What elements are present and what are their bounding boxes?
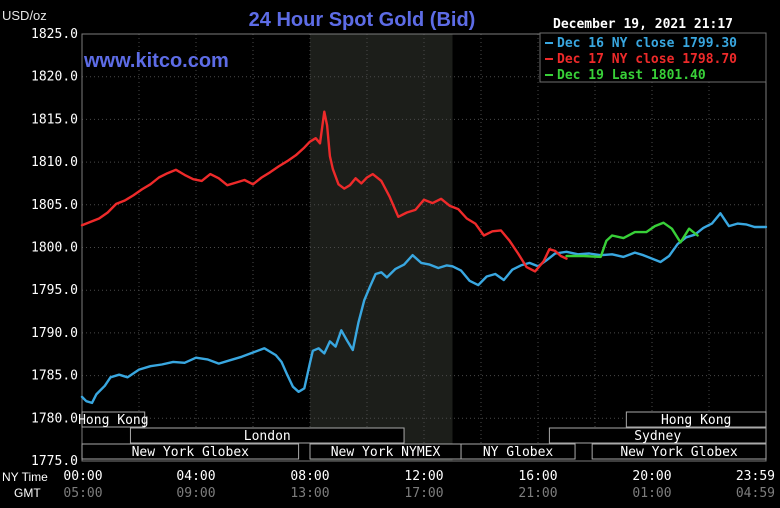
market-session-box xyxy=(129,427,405,444)
y-tick-label: 1815.0 xyxy=(31,112,78,127)
y-axis-label: USD/oz xyxy=(2,8,47,23)
market-session: Sydney xyxy=(548,427,767,444)
x-tick-label-ny: 16:00 xyxy=(518,469,557,484)
y-tick-label: 1795.0 xyxy=(31,283,78,298)
x-row-label-ny: NY Time xyxy=(2,470,48,484)
x-tick-label-gmt: 01:00 xyxy=(632,486,671,501)
market-session-box xyxy=(591,443,767,460)
market-session-label: New York Globex xyxy=(132,445,250,460)
y-tick-label: 1790.0 xyxy=(31,326,78,341)
x-tick-label-ny: 23:59 xyxy=(736,469,775,484)
chart-title: 24 Hour Spot Gold (Bid) xyxy=(249,9,476,31)
market-session: New York NYMEX xyxy=(309,443,462,460)
series-line xyxy=(565,221,699,259)
legend-box xyxy=(539,32,767,83)
y-tick-label: 1775.0 xyxy=(31,454,78,469)
market-session: Hong Kong xyxy=(625,411,767,428)
x-row-label-gmt: GMT xyxy=(14,486,41,500)
market-session-label: London xyxy=(244,429,291,444)
market-session-box xyxy=(81,411,146,428)
legend-entry: Dec 19 Last 1801.40 xyxy=(557,68,706,83)
legend-entry: Dec 16 NY close 1799.30 xyxy=(557,36,737,51)
market-session-box xyxy=(460,443,576,460)
x-tick-labels: 00:00 04:00 08:00 12:00 16:00 20:00 23:59 05:00… xyxy=(63,469,775,501)
x-tick-label-gmt: 09:00 xyxy=(176,486,215,501)
market-session: Hong Kong xyxy=(78,411,149,428)
timestamp: December 19, 2021 21:17 xyxy=(553,17,733,32)
market-session: New York Globex xyxy=(81,443,300,460)
market-session: NY Globex xyxy=(460,443,576,460)
series-line xyxy=(80,212,768,405)
y-tick-labels: 1825.0 1820.0 1815.0 1810.0 1805.0 1800.0 1795… xyxy=(31,27,78,469)
market-session-box xyxy=(625,411,767,428)
y-tick-label: 1820.0 xyxy=(31,70,78,85)
market-session-label: New York NYMEX xyxy=(331,445,441,460)
x-tick-label-ny: 04:00 xyxy=(176,469,215,484)
watermark: www.kitco.com xyxy=(83,50,229,72)
x-tick-label-gmt: 04:59 xyxy=(736,486,775,501)
market-session-label: Hong Kong xyxy=(661,413,731,428)
market-session: New York Globex xyxy=(591,443,767,460)
y-tick-label: 1805.0 xyxy=(31,198,78,213)
legend-entry: Dec 17 NY close 1798.70 xyxy=(557,52,737,67)
y-tick-label: 1785.0 xyxy=(31,369,78,384)
plot-frame xyxy=(81,33,767,462)
x-tick-label-gmt: 05:00 xyxy=(63,486,102,501)
market-session-label: Sydney xyxy=(634,429,681,444)
x-tick-label-ny: 00:00 xyxy=(63,469,102,484)
x-tick-label-gmt: 21:00 xyxy=(518,486,557,501)
x-tick-label-gmt: 17:00 xyxy=(404,486,443,501)
x-tick-label-ny: 12:00 xyxy=(404,469,443,484)
x-tick-label-gmt: 13:00 xyxy=(290,486,329,501)
market-session-label: New York Globex xyxy=(620,445,738,460)
market-session-label: NY Globex xyxy=(483,445,554,460)
nymex-session-highlight xyxy=(310,34,453,461)
price-series xyxy=(80,110,768,405)
y-tick-label: 1825.0 xyxy=(31,27,78,42)
series-line xyxy=(80,110,568,273)
x-tick-label-ny: 20:00 xyxy=(632,469,671,484)
market-session-box xyxy=(81,443,300,460)
y-tick-label: 1800.0 xyxy=(31,241,78,256)
market-session-label: Hong Kong xyxy=(78,413,148,428)
x-tick-label-ny: 08:00 xyxy=(290,469,329,484)
y-tick-label: 1810.0 xyxy=(31,155,78,170)
y-tick-label: 1780.0 xyxy=(31,411,78,426)
market-session: London xyxy=(129,427,405,444)
market-session-box xyxy=(548,427,767,444)
